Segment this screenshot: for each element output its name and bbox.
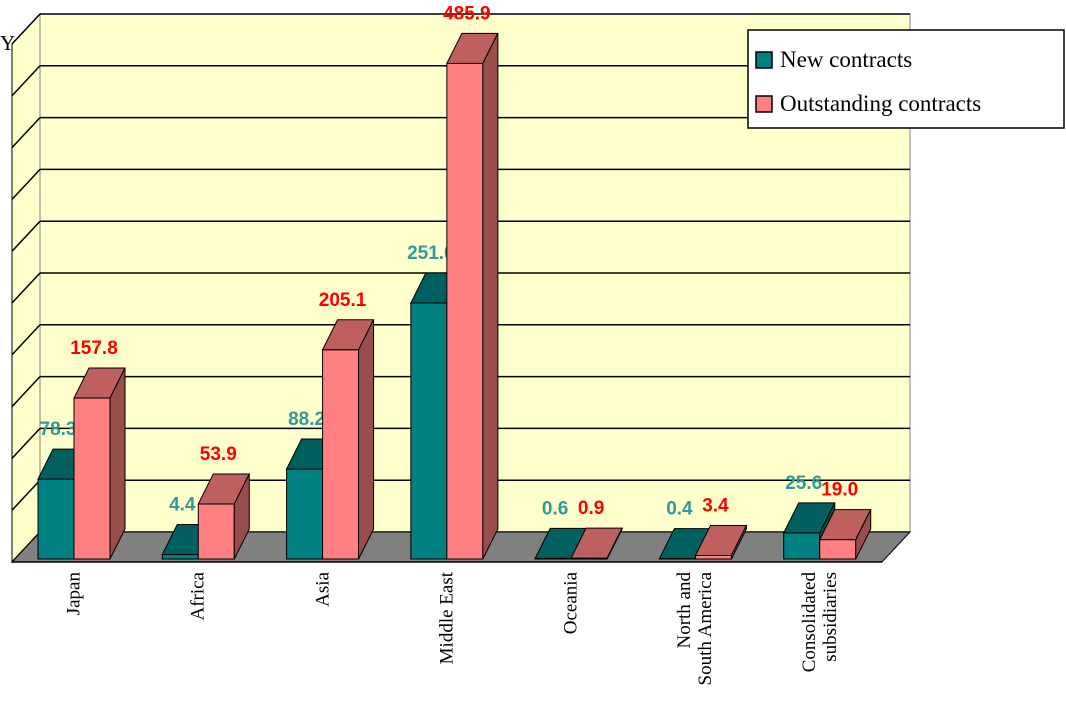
grid-line-side: [11, 117, 41, 149]
bar-front: [37, 478, 75, 560]
bar: [694, 525, 748, 560]
grid-line-side: [11, 479, 41, 511]
value-label: 0.6: [542, 498, 568, 519]
grid-line-side: [11, 376, 41, 408]
value-label: 4.4: [169, 495, 196, 516]
value-label: 205.1: [319, 290, 367, 311]
value-label: 251.0: [407, 243, 455, 264]
grid-line-side: [11, 168, 41, 200]
bar-front: [286, 468, 324, 560]
value-label: 53.9: [200, 444, 237, 465]
bar: [321, 319, 375, 560]
x-tick-label: Consolidated subsidiaries: [798, 572, 841, 673]
x-tick-label: Oceania: [560, 572, 582, 635]
x-tick-label: Asia: [312, 572, 334, 607]
bar-side: [233, 473, 250, 560]
bar-front: [819, 539, 857, 560]
x-tick-label: Japan: [63, 572, 85, 616]
bar-side: [606, 527, 623, 560]
value-label: 0.9: [578, 498, 604, 519]
bar-side: [109, 367, 126, 560]
grid-line-side: [11, 13, 41, 45]
bar-front: [410, 302, 448, 560]
grid-line-side: [11, 427, 41, 459]
value-label: 157.8: [70, 338, 118, 359]
bar: [446, 32, 499, 560]
value-label: 78.3: [40, 419, 77, 440]
bar-front: [694, 555, 732, 560]
bar-front: [783, 532, 821, 560]
legend-label: New contracts: [780, 47, 912, 72]
bar-front: [322, 349, 360, 560]
value-label: 0.4: [666, 499, 693, 520]
legend-swatch: [755, 51, 773, 69]
bar-front: [446, 62, 484, 560]
value-label: 19.0: [821, 480, 858, 501]
legend-label: Outstanding contracts: [780, 91, 981, 116]
bar-side: [482, 33, 499, 560]
bar-front: [161, 554, 199, 560]
bar: [197, 473, 251, 560]
bar-front: [73, 397, 111, 560]
legend-swatch: [755, 95, 773, 113]
value-label: 88.2: [288, 409, 325, 430]
x-tick-label: North and South America: [674, 572, 717, 686]
value-label: 3.4: [702, 496, 729, 517]
x-tick-label: Africa: [187, 572, 209, 621]
value-label: 485.9: [443, 3, 491, 24]
bar-side: [358, 319, 375, 560]
grid-line-side: [11, 272, 41, 304]
bar-side: [730, 525, 747, 560]
grid-line-side: [11, 324, 41, 356]
value-label: 25.6: [785, 473, 822, 494]
bar: [818, 509, 872, 560]
bar: [570, 527, 623, 560]
legend: [747, 29, 1065, 129]
bar: [73, 367, 126, 560]
bar-side: [855, 509, 872, 560]
x-tick-label: Middle East: [436, 572, 458, 665]
bar-front: [197, 503, 235, 560]
grid-line-side: [11, 65, 41, 97]
grid-line-side: [11, 220, 41, 252]
